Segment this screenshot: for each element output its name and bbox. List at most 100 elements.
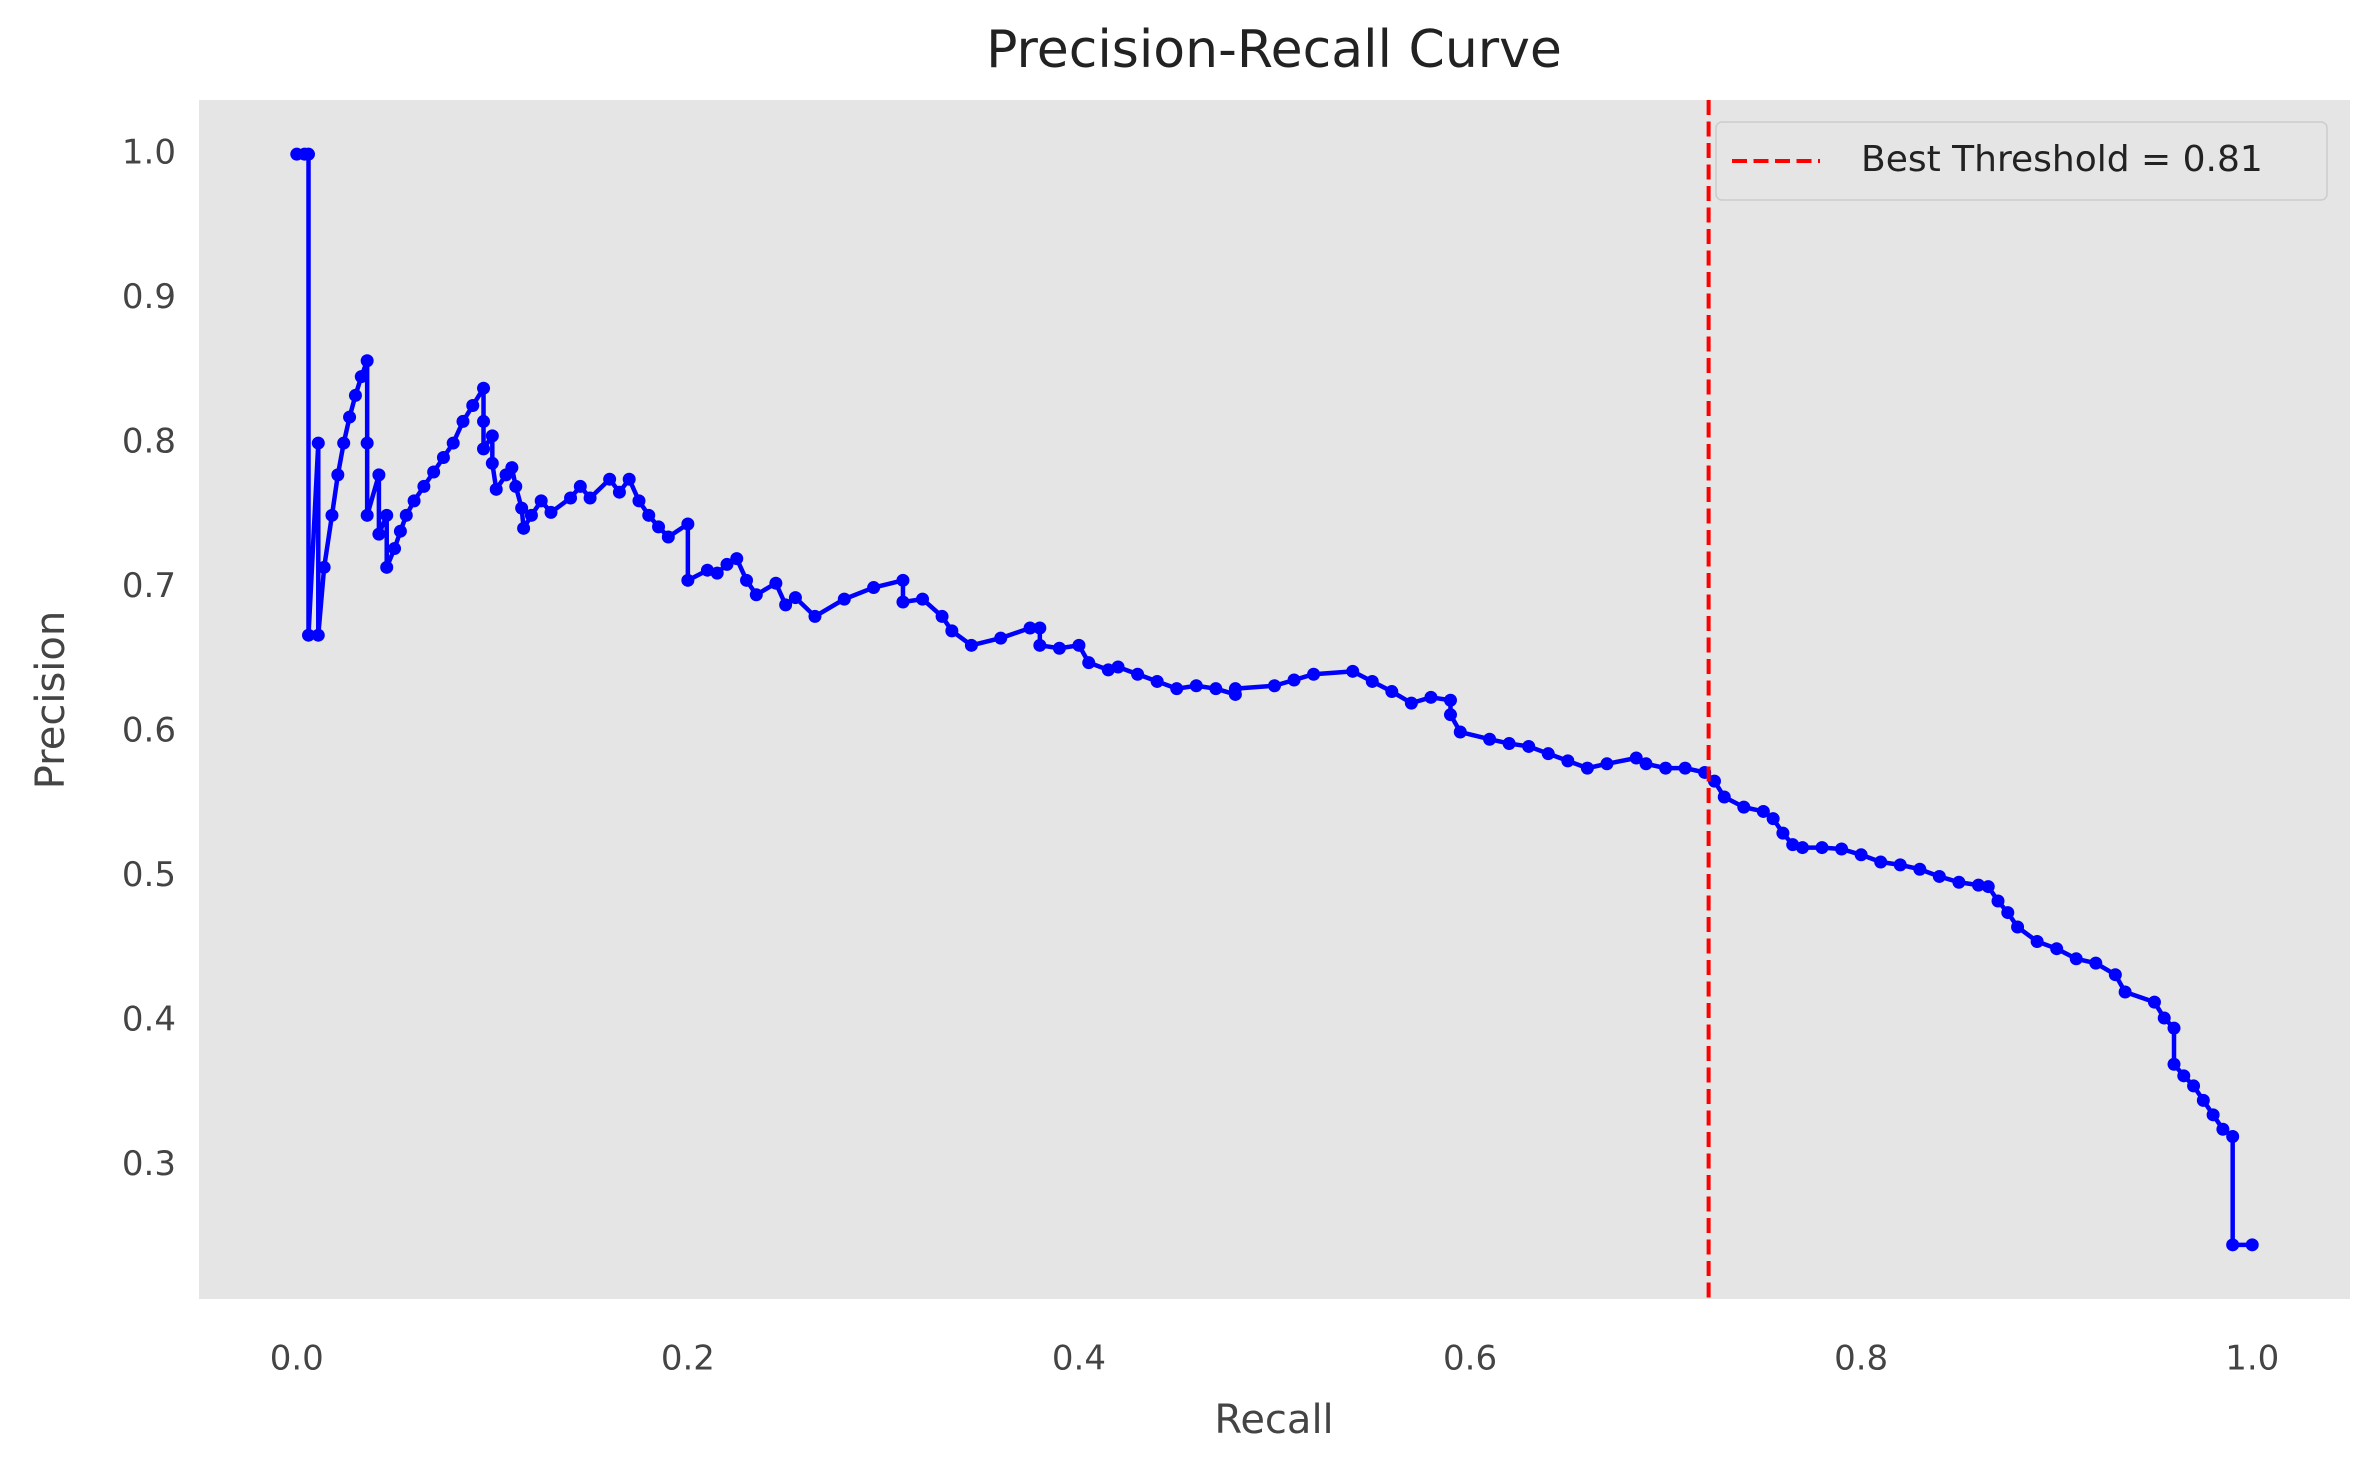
point [311,628,325,642]
point [935,609,949,623]
point [393,524,407,538]
point [485,429,499,443]
point [1815,841,1829,855]
point [1561,754,1575,768]
point [1209,682,1223,696]
point [2245,1238,2259,1252]
point [372,527,386,541]
point [1189,679,1203,693]
point [1483,732,1497,746]
point [466,399,480,413]
point [1033,638,1047,652]
y-tick-label: 0.8 [122,422,176,462]
point [302,147,316,161]
point [311,436,325,450]
point [1874,855,1888,869]
point [1453,725,1467,739]
point [348,388,362,402]
point [360,354,374,368]
point [769,576,783,590]
legend-box [1715,121,2328,201]
point [517,521,531,535]
point [399,508,413,522]
point [1786,838,1800,852]
point [867,581,881,595]
point [1424,690,1438,704]
point [1756,804,1770,818]
point [896,573,910,587]
point [1776,826,1790,840]
point [515,501,529,515]
point [1678,761,1692,775]
point [1023,621,1037,635]
y-tick-label: 0.5 [122,855,176,895]
point [1111,660,1125,674]
x-axis-label: Recall [1214,1397,1333,1443]
point [2226,1238,2240,1252]
y-tick-label: 1.0 [122,133,176,173]
point [360,436,374,450]
x-tick-label: 0.8 [1834,1339,1888,1379]
point [681,573,695,587]
point [1952,875,1966,889]
point [2157,1011,2171,1025]
point [2216,1122,2230,1136]
point [916,592,930,606]
point [544,505,558,519]
point [331,468,345,482]
point [1766,812,1780,826]
y-tick-label: 0.4 [122,999,176,1039]
point [1101,663,1115,677]
point [1522,739,1536,753]
point [749,588,763,602]
point [325,508,339,522]
point [896,595,910,609]
point [564,491,578,505]
point [1033,621,1047,635]
point [681,517,695,531]
point [964,638,978,652]
point [1443,693,1457,707]
point [380,508,394,522]
point [2118,985,2132,999]
y-tick-label: 0.6 [122,711,176,751]
point [2069,952,2083,966]
point [710,566,724,580]
point [1737,800,1751,814]
chart-title: Precision-Recall Curve [986,20,1562,80]
point [1150,674,1164,688]
point [2167,1021,2181,1035]
point [2089,956,2103,970]
point [2187,1079,2201,1093]
point [1580,761,1594,775]
point [1131,667,1145,681]
point [1228,682,1242,696]
point [534,494,548,508]
point [446,436,460,450]
point [477,414,491,428]
point [1307,667,1321,681]
point [2050,942,2064,956]
point [1659,761,1673,775]
point [622,472,636,486]
point [945,624,959,638]
point [1893,858,1907,872]
point [1913,862,1927,876]
point [354,370,368,384]
point [485,456,499,470]
point [632,494,646,508]
x-tick-label: 0.2 [661,1339,715,1379]
point [1629,751,1643,765]
point [1170,682,1184,696]
point [2196,1093,2210,1107]
point [1717,790,1731,804]
point [317,560,331,574]
point [661,530,675,544]
point [489,482,503,496]
x-tick-label: 0.4 [1052,1339,1106,1379]
plot-background [199,100,2350,1299]
point [337,436,351,450]
point [407,494,421,508]
